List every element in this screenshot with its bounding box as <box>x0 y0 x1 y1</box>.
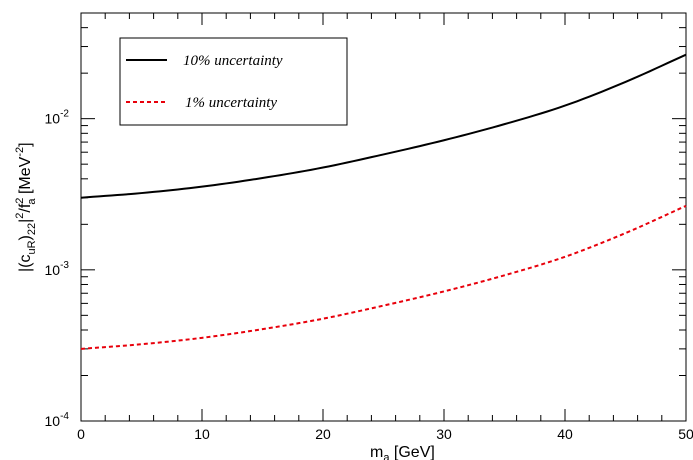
series-line-10pct <box>80 53 687 199</box>
y-title-unit: [MeV <box>17 156 34 198</box>
y-title-bracket: ] <box>17 142 34 146</box>
y-title-sub-22: 22 <box>26 223 38 235</box>
x-axis-title-sub: a <box>383 452 390 460</box>
y-title-sup-2b: 2 <box>14 198 26 204</box>
x-tick-label: 50 <box>678 426 693 442</box>
y-title-part3: | <box>17 219 34 223</box>
y-title-part4: /f <box>17 203 34 212</box>
y-tick-label: 10-2 <box>45 109 70 127</box>
y-tick-label: 10-3 <box>45 260 70 278</box>
x-axis-title-m: m <box>370 444 383 460</box>
legend-label-10pct: 10% uncertainty <box>183 53 283 69</box>
y-tick-label: 10-4 <box>45 411 70 429</box>
x-axis-title-unit: [GeV] <box>389 444 434 460</box>
y-title-sub-uR: uR <box>26 240 38 254</box>
x-axis-ticks: 0 10 20 30 40 50 <box>77 13 693 442</box>
series-layer <box>80 53 687 350</box>
y-title-sup-m2: -2 <box>14 147 26 157</box>
y-title-sup-2a: 2 <box>14 213 26 219</box>
y-title-part2: ) <box>17 235 34 240</box>
y-axis-ticks: 10-4 10-3 10-2 <box>45 12 686 429</box>
x-tick-label: 20 <box>315 426 331 442</box>
x-axis-title: ma [GeV] <box>370 444 435 460</box>
legend: 10% uncertainty 1% uncertainty <box>119 37 348 126</box>
y-title-sub-a: a <box>26 198 38 205</box>
y-axis-title: |(cuR)22|2/f2a [MeV-2] <box>14 142 38 272</box>
x-tick-label: 0 <box>77 426 85 442</box>
legend-label-1pct: 1% uncertainty <box>185 95 277 111</box>
legend-box <box>119 37 348 126</box>
series-line-1pct <box>80 204 687 350</box>
x-tick-label: 30 <box>436 426 452 442</box>
x-tick-label: 10 <box>194 426 210 442</box>
y-title-part1: |(c <box>17 255 34 272</box>
x-tick-label: 40 <box>557 426 573 442</box>
